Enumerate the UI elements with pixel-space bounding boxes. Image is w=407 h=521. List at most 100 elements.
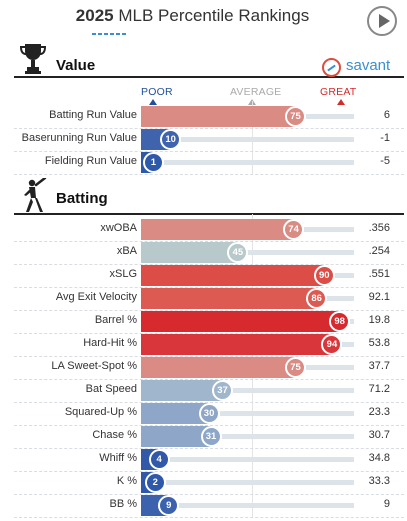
percentile-bar	[141, 357, 296, 378]
row-divider	[14, 516, 404, 518]
row-divider	[14, 127, 404, 129]
metric-value: 71.2	[368, 383, 390, 395]
metric-row[interactable]: xSLG 90 .551	[0, 264, 407, 287]
metric-label: Avg Exit Velocity	[55, 291, 137, 303]
row-divider	[14, 263, 404, 265]
metric-value: .356	[368, 222, 390, 234]
percentile-bar	[141, 311, 340, 332]
metric-value: 19.8	[368, 314, 390, 326]
percentile-bar	[141, 334, 332, 355]
percentile-bar	[141, 219, 294, 240]
metric-label: Batting Run Value	[49, 109, 137, 121]
percentile-bubble[interactable]: 75	[285, 106, 306, 127]
row-divider	[14, 309, 404, 311]
savant-brand-text: savant	[346, 57, 391, 74]
metric-label: Whiff %	[99, 452, 137, 464]
metric-row[interactable]: LA Sweet-Spot % 75 37.7	[0, 356, 407, 379]
percentile-bubble[interactable]: 10	[160, 129, 182, 150]
metric-value: 53.8	[368, 337, 390, 349]
value-section-header: Value	[0, 42, 407, 78]
row-divider	[14, 424, 404, 426]
percentile-bar	[141, 380, 223, 401]
percentile-bubble[interactable]: 31	[200, 426, 222, 447]
metric-row[interactable]: Avg Exit Velocity 86 92.1	[0, 287, 407, 310]
metric-row[interactable]: BB % 9 9	[0, 494, 407, 517]
metric-label: xSLG	[109, 268, 137, 280]
percentile-bubble[interactable]: 9	[158, 495, 180, 516]
metric-label: Squared-Up %	[64, 406, 137, 418]
percentile-bar	[141, 265, 325, 286]
percentile-bubble[interactable]: 4	[148, 449, 170, 470]
metric-value: 92.1	[368, 291, 390, 303]
metric-row[interactable]: Fielding Run Value 1 -5	[0, 151, 407, 174]
percentile-bubble[interactable]: 94	[321, 334, 343, 355]
row-divider	[14, 378, 404, 380]
batter-icon	[24, 178, 47, 212]
percentile-bar	[141, 288, 317, 309]
metric-row[interactable]: Barrel % 98 19.8	[0, 310, 407, 333]
metric-value: .551	[368, 268, 390, 280]
row-divider	[14, 493, 404, 495]
row-divider	[14, 173, 404, 175]
value-section-divider	[14, 76, 404, 78]
savant-icon	[322, 58, 341, 77]
page-title: 2025 MLB Percentile Rankings	[0, 6, 407, 26]
metric-value: 37.7	[368, 360, 390, 372]
metric-value: 9	[383, 498, 390, 510]
metric-row[interactable]: Whiff % 4 34.8	[0, 448, 407, 471]
percentile-track	[141, 503, 354, 508]
metric-label: Chase %	[92, 429, 137, 441]
metric-value: 23.3	[368, 406, 390, 418]
percentile-bubble[interactable]: 86	[306, 288, 328, 309]
metric-label: xwOBA	[100, 222, 137, 234]
batting-section-divider	[14, 213, 404, 215]
percentile-bubble[interactable]: 45	[227, 242, 249, 263]
percentile-track	[141, 434, 354, 439]
metric-row[interactable]: Batting Run Value 75 6	[0, 105, 407, 128]
row-divider	[14, 401, 404, 403]
percentile-bubble[interactable]: 2	[144, 472, 166, 493]
row-divider	[14, 355, 404, 357]
metric-row[interactable]: Baserunning Run Value 10 -1	[0, 128, 407, 151]
metric-label: K %	[116, 475, 137, 487]
metric-row[interactable]: Chase % 31 30.7	[0, 425, 407, 448]
metric-row[interactable]: Hard-Hit % 94 53.8	[0, 333, 407, 356]
percentile-track	[141, 411, 354, 416]
percentile-track	[141, 480, 354, 485]
metric-value: 34.8	[368, 452, 390, 464]
metric-value: .254	[368, 245, 390, 257]
percentile-bar	[141, 403, 210, 424]
row-divider	[14, 332, 404, 334]
metric-value: -1	[380, 132, 390, 144]
row-divider	[14, 447, 404, 449]
metric-row[interactable]: xwOBA 74 .356	[0, 218, 407, 241]
row-divider	[14, 470, 404, 472]
percentile-bubble[interactable]: 90	[313, 265, 335, 286]
savant-logo[interactable]: savant	[322, 56, 392, 78]
scale-great-arrow	[337, 99, 345, 105]
percentile-bubble[interactable]: 37	[212, 380, 234, 401]
percentile-track	[141, 160, 354, 165]
metric-label: LA Sweet-Spot %	[51, 360, 137, 372]
percentile-bubble[interactable]: 30	[198, 403, 220, 424]
row-divider	[14, 240, 404, 242]
play-button[interactable]	[367, 6, 397, 36]
metric-label: BB %	[109, 498, 137, 510]
percentile-bubble[interactable]: 74	[283, 219, 305, 240]
percentile-track	[141, 388, 354, 393]
scale-great-label: GREAT	[320, 86, 357, 98]
scale-poor-label: POOR	[141, 86, 173, 98]
metric-row[interactable]: Squared-Up % 30 23.3	[0, 402, 407, 425]
metric-row[interactable]: Bat Speed 37 71.2	[0, 379, 407, 402]
metric-row[interactable]: K % 2 33.3	[0, 471, 407, 494]
title-year: 2025	[75, 6, 114, 25]
value-section-title: Value	[56, 57, 96, 74]
percentile-bubble[interactable]: 1	[142, 152, 164, 173]
metric-label: xBA	[116, 245, 137, 257]
percentile-bubble[interactable]: 75	[285, 357, 306, 378]
percentile-bubble[interactable]: 98	[329, 311, 351, 332]
metric-value: 30.7	[368, 429, 390, 441]
row-divider	[14, 150, 404, 152]
percentile-bar	[141, 106, 296, 127]
metric-row[interactable]: xBA 45 .254	[0, 241, 407, 264]
